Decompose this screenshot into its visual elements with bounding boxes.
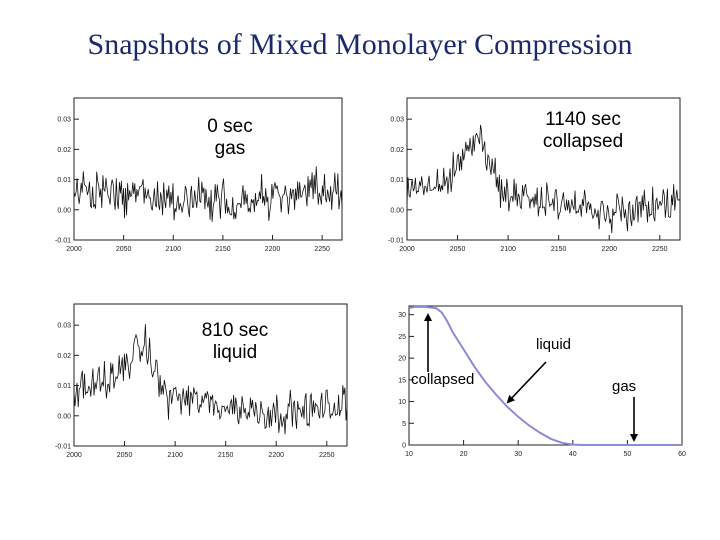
y-tick-label: 0.01 xyxy=(390,177,404,184)
panel-0-sec: 2000 2050 2100 2150 2200 2250 -0.01 0.00 0.01 0.0… xyxy=(50,92,350,260)
y-tick-label: 0.01 xyxy=(57,383,71,390)
plot-frame xyxy=(73,303,348,447)
plot-frame xyxy=(73,97,343,241)
spectrum-line xyxy=(406,124,681,234)
y-tick-label: 0.03 xyxy=(390,117,404,124)
label-1140-sec-collapsed: 1140 sec collapsed xyxy=(528,109,638,153)
arrow-liquid xyxy=(506,361,547,404)
x-tick-label: 2050 xyxy=(116,246,132,253)
x-tick-label: 50 xyxy=(624,451,632,458)
y-tick-label: 5 xyxy=(402,421,406,428)
label-810-sec-liquid: 810 sec liquid xyxy=(190,320,280,364)
slide-title: Snapshots of Mixed Monolayer Compression xyxy=(87,28,633,61)
x-tick-label: 2000 xyxy=(399,246,415,253)
y-tick-label: 0.03 xyxy=(57,323,71,330)
panel-isotherm: 10 20 30 40 50 60 0 5 10 15 20 25 30 xyxy=(385,300,690,465)
y-tick-label: 0.02 xyxy=(390,147,404,154)
x-tick-label: 2000 xyxy=(66,452,82,459)
label-time: 810 sec xyxy=(201,320,269,341)
label-time: 0 sec xyxy=(207,116,253,137)
y-tick-label: 0 xyxy=(402,443,406,450)
plot-frame xyxy=(406,97,681,241)
x-tick-label: 2150 xyxy=(551,246,567,253)
x-tick-label: 2250 xyxy=(319,452,335,459)
panel-810-sec: 2000 2050 2100 2150 2200 2250 -0.01 0.00 0.01 0.0… xyxy=(50,298,355,466)
plot-frame xyxy=(408,305,683,446)
x-tick-label: 30 xyxy=(514,451,522,458)
y-tick-label: 15 xyxy=(398,377,406,384)
label-phase: liquid xyxy=(212,342,258,363)
label-phase: gas xyxy=(214,138,246,159)
y-tick-label: 0.02 xyxy=(57,353,71,360)
spectrum-chart-810-sec: 2000 2050 2100 2150 2200 2250 -0.01 0.00 0.01 0.0… xyxy=(55,303,348,459)
y-tick-label: 30 xyxy=(398,312,406,319)
panel-1140-sec: 2000 2050 2100 2150 2200 2250 -0.01 0.00 0.01 0.0… xyxy=(383,92,688,260)
x-tick-label: 2200 xyxy=(601,246,617,253)
spectrum-line xyxy=(73,324,348,435)
annotation-collapsed: collapsed xyxy=(411,371,475,388)
y-tick-label: -0.01 xyxy=(55,238,71,245)
spectrum-chart-0-sec: 2000 2050 2100 2150 2200 2250 -0.01 0.00 0.01 0.0… xyxy=(55,97,343,253)
annotation-gas: gas xyxy=(612,378,637,395)
x-tick-label: 2000 xyxy=(66,246,82,253)
y-tick-label: -0.01 xyxy=(55,444,71,451)
x-tick-label: 40 xyxy=(569,451,577,458)
y-tick-label: 0.03 xyxy=(57,117,71,124)
x-tick-label: 2100 xyxy=(165,246,181,253)
y-tick-label: 25 xyxy=(398,334,406,341)
x-tick-label: 2250 xyxy=(652,246,668,253)
x-tick-label: 2100 xyxy=(500,246,516,253)
x-tick-label: 2150 xyxy=(218,452,234,459)
y-tick-label: 20 xyxy=(398,356,406,363)
x-tick-label: 20 xyxy=(460,451,468,458)
x-tick-label: 2200 xyxy=(268,452,284,459)
label-0-sec-gas: 0 sec gas xyxy=(195,116,265,160)
x-tick-label: 10 xyxy=(405,451,413,458)
x-tick-label: 2100 xyxy=(167,452,183,459)
y-tick-label: -0.01 xyxy=(388,238,404,245)
label-phase: collapsed xyxy=(542,131,624,152)
y-tick-label: 10 xyxy=(398,399,406,406)
isotherm-line xyxy=(408,305,682,446)
x-tick-label: 2050 xyxy=(450,246,466,253)
x-tick-label: 60 xyxy=(678,451,686,458)
x-tick-label: 2050 xyxy=(117,452,133,459)
x-tick-label: 2200 xyxy=(265,246,281,253)
y-tick-label: 0.00 xyxy=(390,207,404,214)
label-time: 1140 sec xyxy=(545,109,621,130)
y-tick-label: 0.00 xyxy=(57,207,71,214)
y-tick-label: 0.02 xyxy=(57,147,71,154)
spectrum-chart-1140-sec: 2000 2050 2100 2150 2200 2250 -0.01 0.00 0.01 0.0… xyxy=(388,97,681,253)
x-tick-label: 2250 xyxy=(314,246,330,253)
y-tick-label: 0.01 xyxy=(57,177,71,184)
x-tick-label: 2150 xyxy=(215,246,231,253)
spectrum-line xyxy=(73,166,343,222)
isotherm-chart: 10 20 30 40 50 60 0 5 10 15 20 25 30 xyxy=(398,305,686,458)
y-tick-label: 0.00 xyxy=(57,413,71,420)
annotation-liquid: liquid xyxy=(536,336,572,353)
